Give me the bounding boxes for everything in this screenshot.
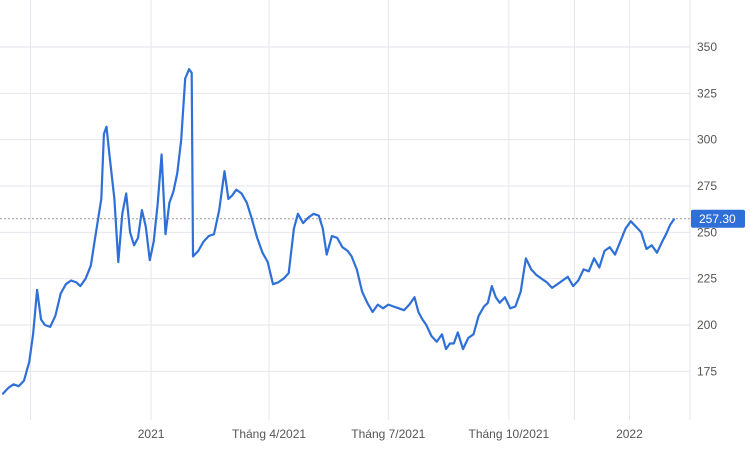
y-tick-label: 350	[697, 40, 717, 54]
y-tick-label: 200	[697, 318, 717, 332]
y-tick-label: 175	[697, 364, 717, 378]
x-tick-label: Tháng 4/2021	[232, 427, 306, 441]
x-tick-label: 2021	[138, 427, 165, 441]
last-price-label: 257.30	[691, 209, 745, 228]
y-tick-labels: 175 200 225 250 275 300 325 350	[697, 40, 717, 378]
y-tick-label: 325	[697, 86, 717, 100]
x-tick-label: Tháng 7/2021	[351, 427, 425, 441]
y-tick-label: 250	[697, 225, 717, 239]
x-tick-label: 2022	[616, 427, 643, 441]
grid-layer	[0, 0, 691, 420]
y-tick-label: 275	[697, 179, 717, 193]
x-tick-label: Tháng 10/2021	[468, 427, 549, 441]
y-tick-label: 300	[697, 133, 717, 147]
last-price-value: 257.30	[699, 212, 736, 226]
last-price-label-background	[691, 209, 745, 228]
y-tick-label: 225	[697, 272, 717, 286]
x-tick-labels: 2021 Tháng 4/2021 Tháng 7/2021 Tháng 10/202…	[138, 427, 643, 441]
price-series-line	[1, 68, 676, 395]
